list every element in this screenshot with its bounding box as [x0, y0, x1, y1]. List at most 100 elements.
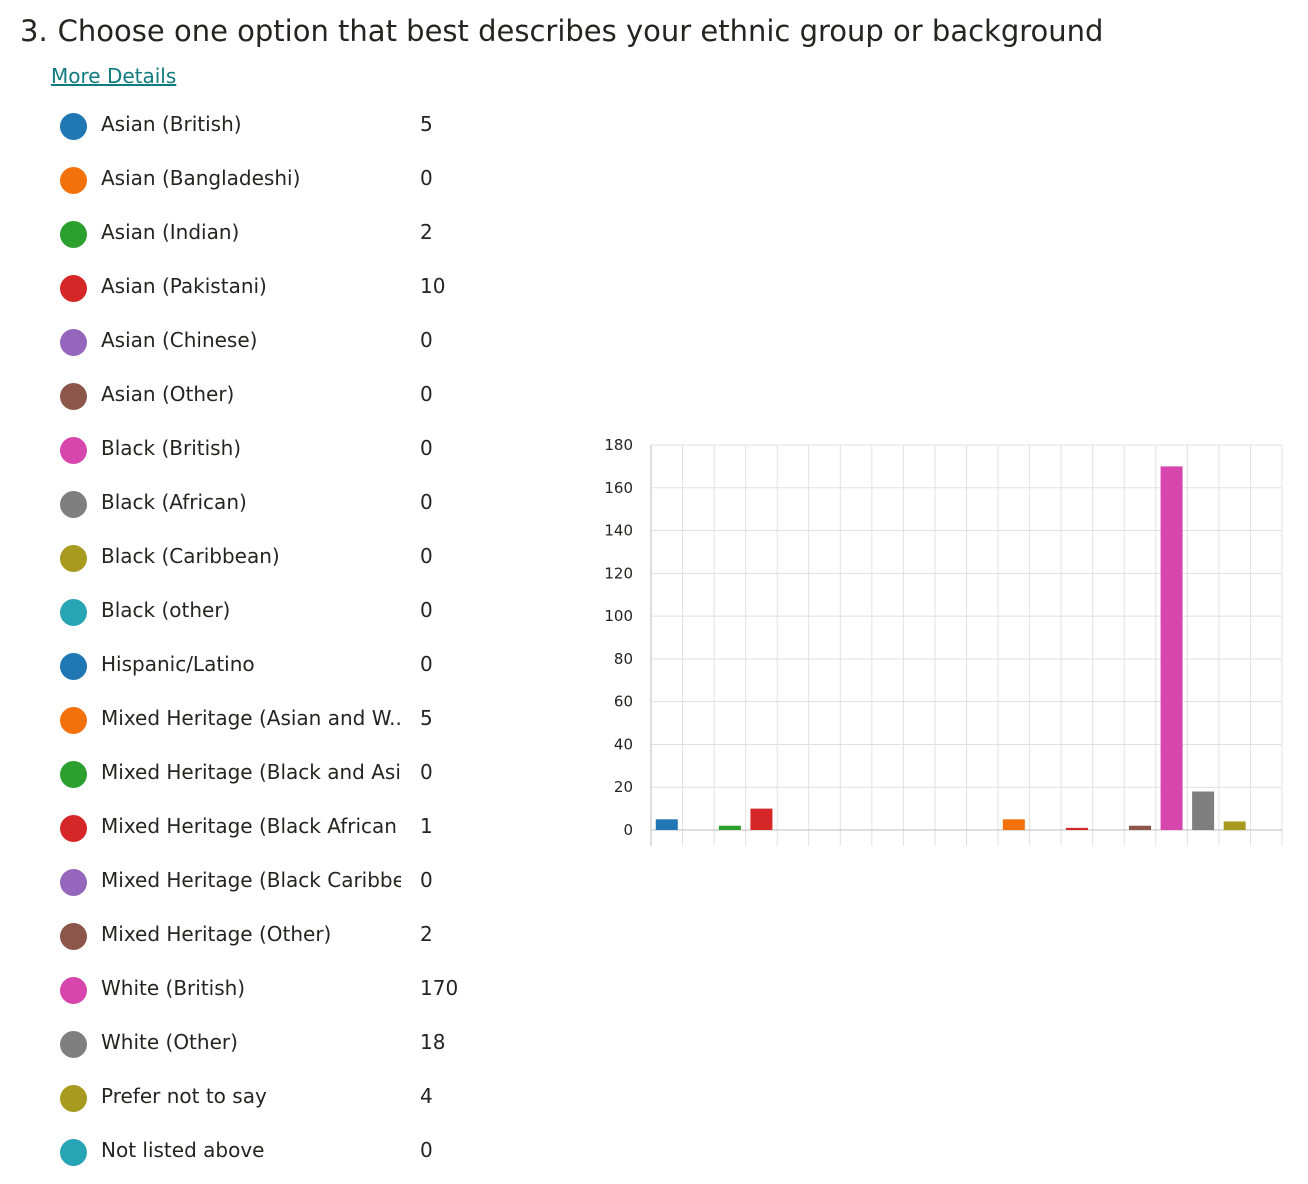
- legend-count: 0: [420, 382, 433, 406]
- legend-count: 0: [420, 166, 433, 190]
- legend-count: 4: [420, 1084, 433, 1108]
- legend-item: Black (other) 0: [60, 585, 480, 639]
- legend-count: 0: [420, 436, 433, 460]
- legend-label: White (British): [101, 976, 246, 1000]
- legend-count: 0: [420, 544, 433, 568]
- legend-label: Asian (Other): [101, 382, 235, 406]
- bar: [750, 808, 773, 830]
- legend-item: Black (Caribbean) 0: [60, 531, 480, 585]
- legend-label: Mixed Heritage (Black Caribbe...: [101, 868, 401, 892]
- legend-label: Not listed above: [101, 1138, 265, 1162]
- legend-swatch-icon: [60, 545, 87, 572]
- legend-swatch-icon: [60, 1085, 87, 1112]
- legend-swatch-icon: [60, 437, 87, 464]
- bar: [1223, 821, 1246, 830]
- question-number: 3.: [20, 14, 48, 48]
- legend-count: 0: [420, 598, 433, 622]
- legend-item: Asian (Chinese) 0: [60, 315, 480, 369]
- bar: [1065, 827, 1088, 830]
- question-header: 3. Choose one option that best describes …: [20, 12, 1103, 50]
- legend-swatch-icon: [60, 761, 87, 788]
- legend-swatch-icon: [60, 923, 87, 950]
- legend-count: 0: [420, 328, 433, 352]
- legend-swatch-icon: [60, 383, 87, 410]
- legend-swatch-icon: [60, 221, 87, 248]
- bar: [1192, 791, 1215, 830]
- legend-label: Mixed Heritage (Black and Asi...: [101, 760, 401, 784]
- y-tick-label: 140: [604, 522, 633, 540]
- legend-label: Asian (British): [101, 112, 242, 136]
- legend-item: Mixed Heritage (Asian and W... 5: [60, 693, 480, 747]
- legend-swatch-icon: [60, 1031, 87, 1058]
- legend-label: Black (Caribbean): [101, 544, 280, 568]
- legend-swatch-icon: [60, 815, 87, 842]
- legend-item: White (Other) 18: [60, 1017, 480, 1071]
- legend-label: Mixed Heritage (Asian and W...: [101, 706, 401, 730]
- y-tick-label: 180: [604, 436, 633, 454]
- legend-count: 5: [420, 706, 433, 730]
- y-tick-label: 160: [604, 479, 633, 497]
- legend-label: Black (African): [101, 490, 247, 514]
- y-tick-label: 60: [614, 693, 633, 711]
- legend-count: 5: [420, 112, 433, 136]
- legend-count: 170: [420, 976, 459, 1000]
- legend-swatch-icon: [60, 275, 87, 302]
- y-tick-label: 40: [614, 735, 633, 753]
- legend-count: 0: [420, 760, 433, 784]
- legend-count: 1: [420, 814, 433, 838]
- legend-label: Asian (Bangladeshi): [101, 166, 301, 190]
- legend-swatch-icon: [60, 707, 87, 734]
- legend-item: Asian (Bangladeshi) 0: [60, 153, 480, 207]
- legend-swatch-icon: [60, 113, 87, 140]
- bar: [1129, 825, 1152, 830]
- bar: [1002, 819, 1025, 830]
- more-details-link[interactable]: More Details: [51, 64, 177, 88]
- legend-swatch-icon: [60, 167, 87, 194]
- legend-item: Mixed Heritage (Black Caribbe... 0: [60, 855, 480, 909]
- legend-count: 0: [420, 490, 433, 514]
- legend-item: Asian (Pakistani) 10: [60, 261, 480, 315]
- legend-label: Black (British): [101, 436, 242, 460]
- legend-label: Hispanic/Latino: [101, 652, 255, 676]
- legend-label: Mixed Heritage (Black African ...: [101, 814, 401, 838]
- question-title: Choose one option that best describes yo…: [57, 14, 1104, 48]
- legend-item: Asian (British) 5: [60, 99, 480, 153]
- legend-count: 0: [420, 652, 433, 676]
- bar: [718, 825, 741, 830]
- legend-item: Mixed Heritage (Other) 2: [60, 909, 480, 963]
- legend-label: Asian (Pakistani): [101, 274, 267, 298]
- legend-swatch-icon: [60, 977, 87, 1004]
- legend-count: 0: [420, 868, 433, 892]
- y-tick-label: 80: [614, 650, 633, 668]
- legend-label: Mixed Heritage (Other): [101, 922, 332, 946]
- legend-count: 18: [420, 1030, 446, 1054]
- legend-item: Asian (Other) 0: [60, 369, 480, 423]
- legend-item: Mixed Heritage (Black African ... 1: [60, 801, 480, 855]
- legend-item: Prefer not to say 4: [60, 1071, 480, 1125]
- legend-item: Black (African) 0: [60, 477, 480, 531]
- legend-swatch-icon: [60, 491, 87, 518]
- bar-chart: 0 20 40 60 80 100 120 140 160 180: [604, 436, 1283, 846]
- legend-swatch-icon: [60, 1139, 87, 1166]
- y-tick-label: 120: [604, 564, 633, 582]
- legend: Asian (British) 5 Asian (Bangladeshi) 0 Asia…: [60, 99, 480, 1179]
- y-tick-label: 0: [623, 821, 633, 839]
- legend-label: White (Other): [101, 1030, 238, 1054]
- legend-swatch-icon: [60, 599, 87, 626]
- legend-item: White (British) 170: [60, 963, 480, 1017]
- legend-item: Hispanic/Latino 0: [60, 639, 480, 693]
- legend-label: Asian (Indian): [101, 220, 240, 244]
- legend-count: 0: [420, 1138, 433, 1162]
- legend-label: Asian (Chinese): [101, 328, 258, 352]
- legend-swatch-icon: [60, 869, 87, 896]
- legend-label: Prefer not to say: [101, 1084, 267, 1108]
- legend-count: 2: [420, 220, 433, 244]
- legend-item: Mixed Heritage (Black and Asi... 0: [60, 747, 480, 801]
- legend-swatch-icon: [60, 329, 87, 356]
- y-tick-label: 20: [614, 778, 633, 796]
- legend-count: 10: [420, 274, 446, 298]
- legend-count: 2: [420, 922, 433, 946]
- legend-swatch-icon: [60, 653, 87, 680]
- legend-label: Black (other): [101, 598, 231, 622]
- bar: [655, 819, 678, 830]
